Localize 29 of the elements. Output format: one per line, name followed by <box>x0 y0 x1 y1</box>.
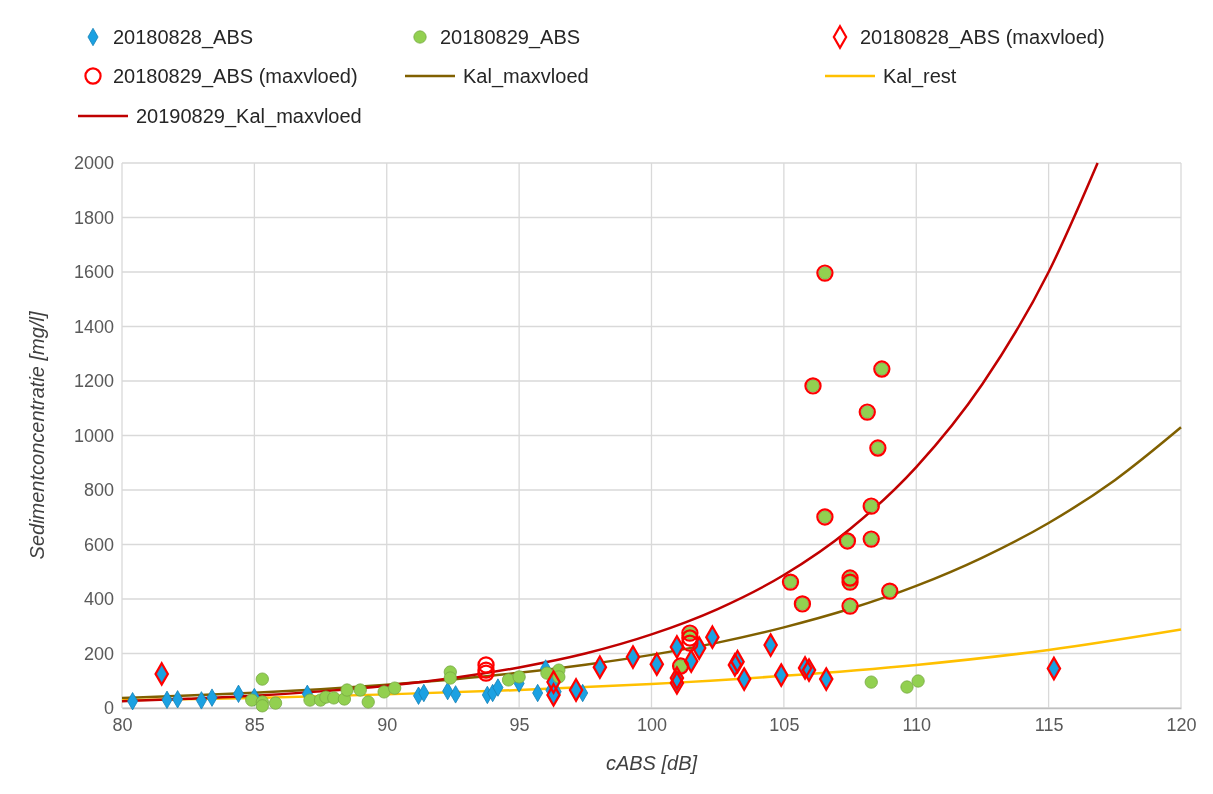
x-tick-label: 85 <box>244 714 265 735</box>
y-tick-label: 1800 <box>73 207 114 228</box>
legend-label: 20180828_ABS <box>113 26 254 49</box>
legend-label: 20180829_ABS <box>440 26 581 49</box>
y-axis-title: Sedimentconcentratie [mg/l] <box>26 311 48 560</box>
x-tick-label: 100 <box>636 714 668 735</box>
x-tick-label: 110 <box>902 714 932 735</box>
legend-label: 20180829_ABS (maxvloed) <box>113 65 358 88</box>
x-tick-label: 95 <box>509 714 530 735</box>
x-tick-label: 120 <box>1166 714 1197 735</box>
x-tick-label: 80 <box>112 714 133 735</box>
y-tick-label: 600 <box>83 534 114 555</box>
legend-label: Kal_maxvloed <box>463 65 589 88</box>
x-axis-title: cABS [dB] <box>605 752 698 774</box>
y-tick-label: 1000 <box>73 425 114 446</box>
legend-label: 20180828_ABS (maxvloed) <box>860 26 1105 49</box>
y-tick-label: 2000 <box>73 153 114 174</box>
y-tick-label: 200 <box>83 643 114 664</box>
x-tick-label: 90 <box>377 714 398 735</box>
y-tick-label: 800 <box>83 480 114 501</box>
y-tick-label: 0 <box>103 698 114 719</box>
y-tick-label: 1600 <box>73 262 114 283</box>
y-tick-label: 1200 <box>73 371 114 392</box>
x-tick-label: 115 <box>1034 714 1064 735</box>
y-tick-label: 400 <box>83 589 114 610</box>
x-tick-label: 105 <box>769 714 800 735</box>
legend-label: Kal_rest <box>883 65 957 88</box>
legend-label: 20190829_Kal_maxvloed <box>136 105 362 128</box>
y-tick-label: 1400 <box>73 316 114 337</box>
